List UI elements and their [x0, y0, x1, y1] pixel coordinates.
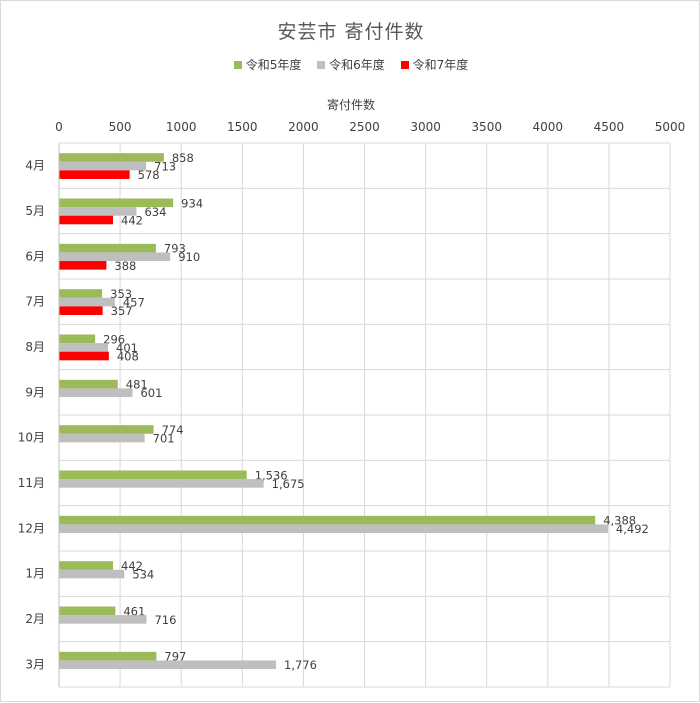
category-label: 5月: [25, 204, 45, 218]
bar-series-3: [59, 170, 130, 179]
data-label-series-1: 353: [110, 287, 132, 301]
legend-swatch-series-1: [233, 60, 242, 69]
bar-series-1: [59, 243, 156, 253]
data-label-series-3: 357: [111, 304, 133, 318]
data-label-series-1: 934: [181, 196, 203, 210]
legend-item-series-2: 令和6年度: [317, 56, 385, 73]
data-label-series-3: 578: [138, 168, 160, 182]
category-label: 11月: [18, 476, 45, 490]
bar-series-1: [59, 470, 247, 480]
bar-series-2: [59, 343, 109, 352]
x-tick-label: 5000: [655, 120, 686, 134]
legend-label-series-3: 令和7年度: [412, 58, 469, 72]
data-label-series-2: 534: [132, 568, 154, 582]
legend: 令和5年度 令和6年度 令和7年度: [1, 56, 700, 73]
category-label: 2月: [25, 612, 45, 626]
data-label-series-1: 1,536: [255, 468, 288, 482]
data-label-series-2: 457: [123, 296, 145, 310]
bar-series-1: [59, 515, 596, 525]
bar-series-2: [59, 433, 145, 443]
data-label-series-1: 481: [126, 378, 148, 392]
bar-series-1: [59, 379, 118, 389]
data-label-series-2: 716: [154, 613, 176, 627]
data-label-series-2: 634: [144, 205, 166, 219]
legend-swatch-series-2: [317, 60, 326, 69]
x-tick-label: 500: [109, 120, 132, 134]
bar-series-1: [59, 289, 103, 298]
x-tick-label: 1000: [166, 120, 197, 134]
legend-item-series-3: 令和7年度: [400, 56, 469, 73]
data-label-series-2: 4,492: [616, 522, 649, 536]
category-label: 3月: [25, 657, 45, 671]
x-tick-label: 3500: [471, 120, 502, 134]
data-label-series-1: 4,388: [603, 514, 636, 528]
data-label-series-2: 601: [140, 386, 162, 400]
x-tick-label: 0: [55, 120, 63, 134]
category-label: 7月: [25, 295, 45, 309]
bar-series-2: [59, 388, 133, 398]
category-label: 1月: [25, 567, 45, 581]
bar-series-2: [59, 207, 137, 216]
x-tick-label: 2000: [288, 120, 319, 134]
category-label: 10月: [18, 431, 45, 445]
legend-label-series-1: 令和5年度: [245, 58, 302, 72]
x-tick-label: 4000: [533, 120, 564, 134]
bar-series-1: [59, 561, 114, 570]
data-label-series-1: 296: [103, 332, 125, 346]
data-label-series-1: 774: [162, 423, 184, 437]
bar-series-2: [59, 297, 115, 307]
data-label-series-3: 408: [117, 350, 139, 364]
x-axis-title: 寄付件数: [326, 98, 375, 112]
data-label-series-2: 910: [178, 250, 200, 264]
bar-series-1: [59, 651, 157, 661]
bar-series-2: [59, 660, 277, 670]
bar-series-2: [59, 479, 264, 488]
category-label: 4月: [25, 159, 45, 173]
bar-series-1: [59, 334, 96, 344]
bar-series-2: [59, 615, 147, 624]
bar-series-3: [59, 306, 103, 315]
legend-swatch-series-3: [400, 60, 409, 69]
data-label-series-1: 793: [164, 242, 186, 256]
legend-item-series-1: 令和5年度: [233, 56, 302, 73]
data-label-series-1: 461: [123, 604, 145, 618]
data-label-series-3: 442: [121, 214, 143, 228]
x-tick-label: 2500: [349, 120, 380, 134]
bar-series-2: [59, 524, 608, 534]
bar-series-1: [59, 153, 164, 162]
bar-series-1: [59, 606, 116, 616]
bar-series-2: [59, 161, 147, 171]
bar-series-3: [59, 215, 114, 225]
bar-series-1: [59, 198, 174, 208]
category-label: 9月: [25, 385, 45, 399]
bar-series-1: [59, 425, 154, 434]
category-label: 12月: [18, 521, 45, 535]
data-label-series-1: 797: [164, 650, 186, 664]
x-tick-label: 4500: [594, 120, 625, 134]
legend-label-series-2: 令和6年度: [329, 58, 385, 72]
data-label-series-2: 713: [154, 160, 176, 174]
data-label-series-1: 442: [121, 559, 143, 573]
category-label: 8月: [25, 340, 45, 354]
data-label-series-3: 388: [114, 259, 136, 273]
bar-series-3: [59, 261, 107, 270]
data-label-series-2: 701: [153, 432, 175, 446]
category-label: 6月: [25, 249, 45, 263]
data-label-series-2: 1,675: [272, 477, 305, 491]
bar-series-3: [59, 351, 109, 361]
x-tick-label: 1500: [227, 120, 258, 134]
chart-title: 安芸市 寄付件数: [277, 21, 425, 43]
data-label-series-2: 401: [116, 341, 138, 355]
bar-series-2: [59, 252, 171, 262]
bar-series-2: [59, 569, 125, 579]
x-tick-label: 3000: [410, 120, 441, 134]
data-label-series-2: 1,776: [284, 658, 317, 672]
data-label-series-1: 858: [172, 151, 194, 165]
